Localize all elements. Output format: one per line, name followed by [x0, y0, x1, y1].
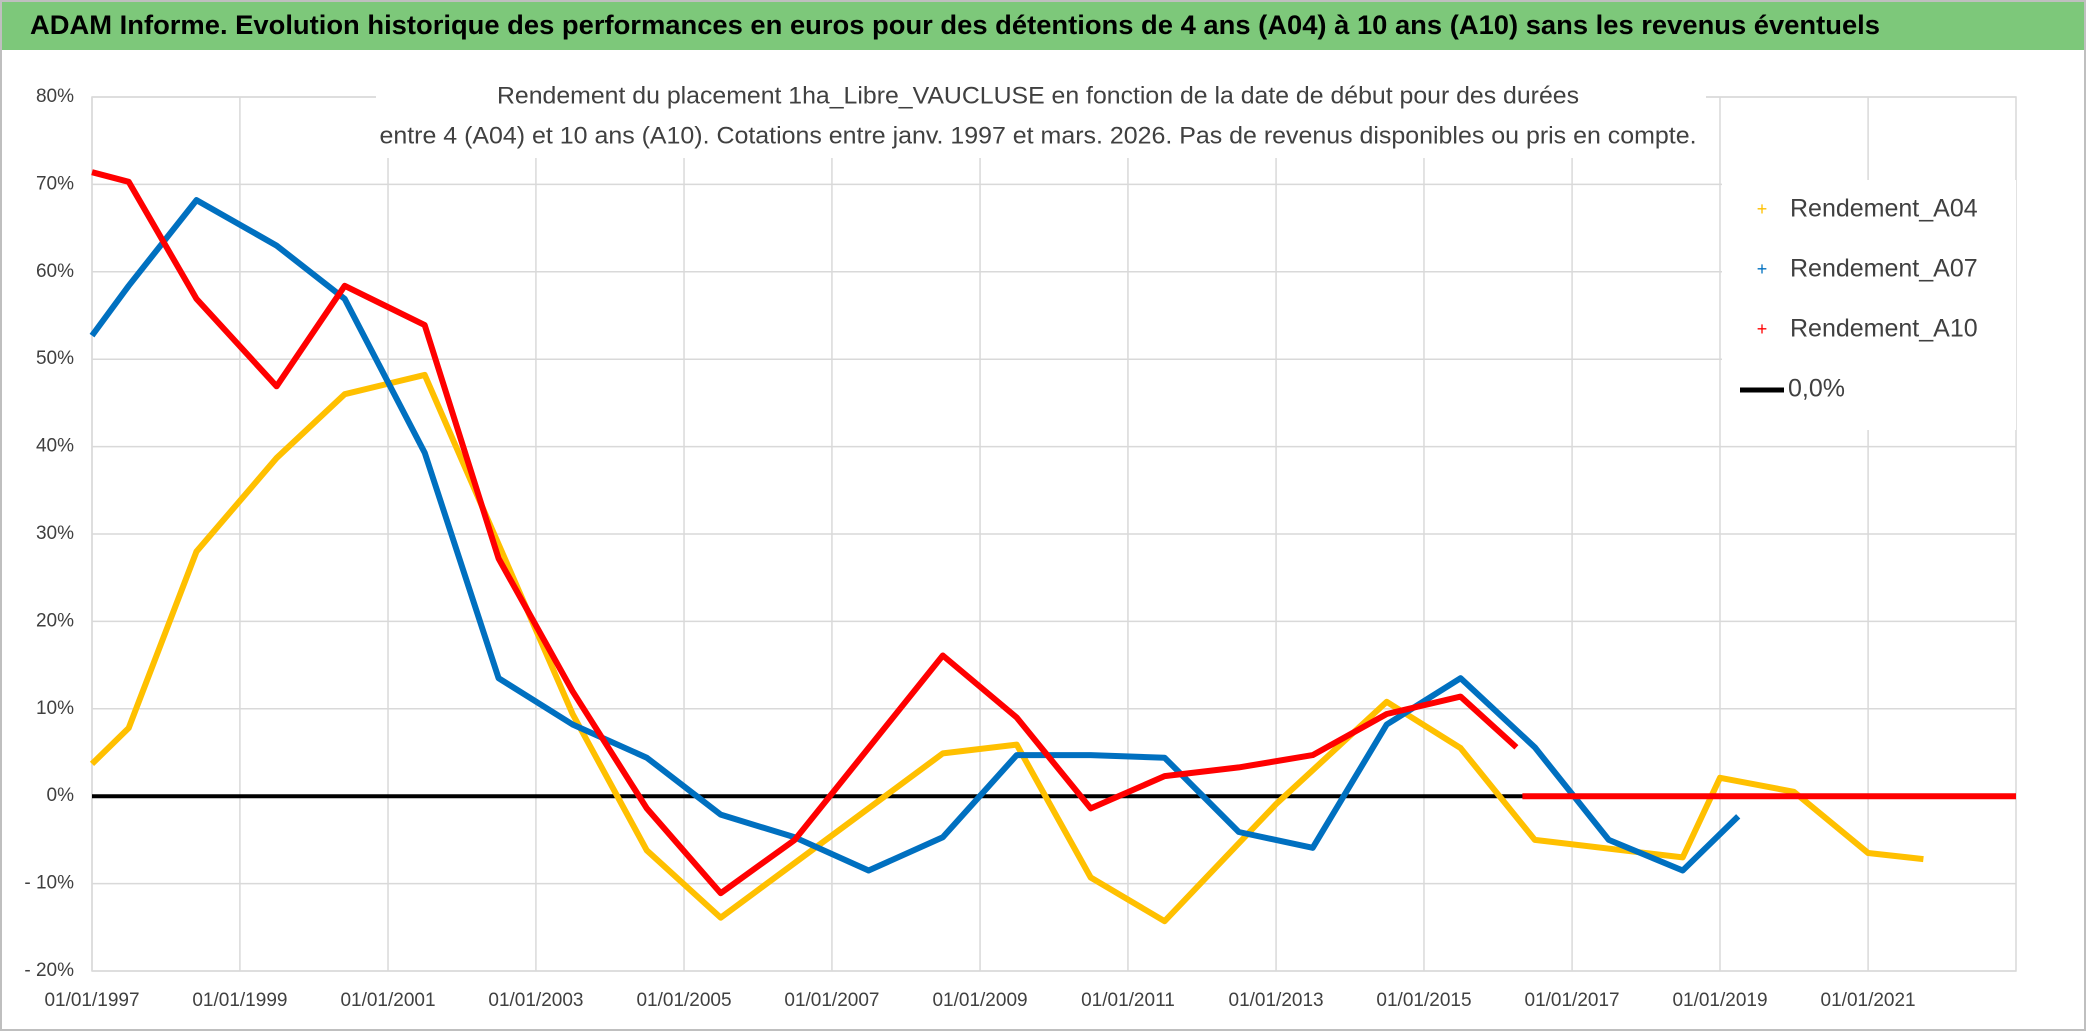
legend-marker: +: [1757, 199, 1768, 219]
y-tick-label: - 20%: [24, 960, 74, 981]
legend-marker: +: [1757, 259, 1768, 279]
x-tick-label: 01/01/2019: [1672, 990, 1767, 1011]
x-tick-label: 01/01/2011: [1081, 990, 1175, 1011]
legend-label: Rendement_A04: [1790, 195, 1978, 223]
x-tick-label: 01/01/2009: [932, 990, 1027, 1011]
x-tick-label: 01/01/2015: [1376, 990, 1471, 1011]
title-background: [376, 78, 1706, 158]
header-bar: [2, 2, 2084, 50]
y-tick-label: - 10%: [24, 873, 74, 894]
y-tick-label: 60%: [36, 261, 74, 282]
legend-label: Rendement_A07: [1790, 255, 1978, 283]
legend-marker: +: [1757, 319, 1768, 339]
series-line: [91, 169, 2016, 897]
plot-lines: [89, 169, 2016, 925]
legend: + Rendement_A04 + Rendement_A07 + Rendement_A…: [1722, 180, 2016, 430]
x-tick-label: 01/01/1997: [44, 990, 139, 1011]
x-tick-label: 01/01/2017: [1525, 990, 1620, 1011]
series-line: [89, 197, 1741, 874]
y-tick-label: 0%: [47, 785, 75, 806]
y-tick-label: 70%: [36, 173, 74, 194]
chart-title: Rendement du placement 1ha_Libre_VAUCLUS…: [497, 82, 1579, 109]
legend-label: Rendement_A10: [1790, 315, 1978, 343]
x-tick-label: 01/01/2007: [784, 990, 879, 1011]
x-tick-label: 01/01/2021: [1821, 990, 1916, 1011]
y-tick-label: 10%: [36, 698, 74, 719]
x-tick-label: 01/01/2013: [1229, 990, 1324, 1011]
legend-label: 0,0%: [1788, 375, 1845, 403]
header-title: ADAM Informe. Evolution historique des p…: [30, 10, 1880, 40]
chart-title: entre 4 (A04) et 10 ans (A10). Cotations…: [380, 122, 1697, 149]
x-tick-label: 01/01/2003: [488, 990, 583, 1011]
x-tick-label: 01/01/1999: [192, 990, 287, 1011]
y-tick-label: 20%: [36, 610, 74, 631]
series-line: [89, 371, 1924, 925]
x-tick-label: 01/01/2005: [636, 990, 731, 1011]
x-tick-label: 01/01/2001: [340, 990, 435, 1011]
y-tick-label: 30%: [36, 523, 74, 544]
y-tick-label: 40%: [36, 436, 74, 457]
y-tick-label: 50%: [36, 348, 74, 369]
y-tick-label: 80%: [36, 86, 74, 107]
grid: - 20% - 10% 0% 10% 20% 30% 40% 50% 60% 70% 80% 01/0…: [24, 86, 2017, 1011]
